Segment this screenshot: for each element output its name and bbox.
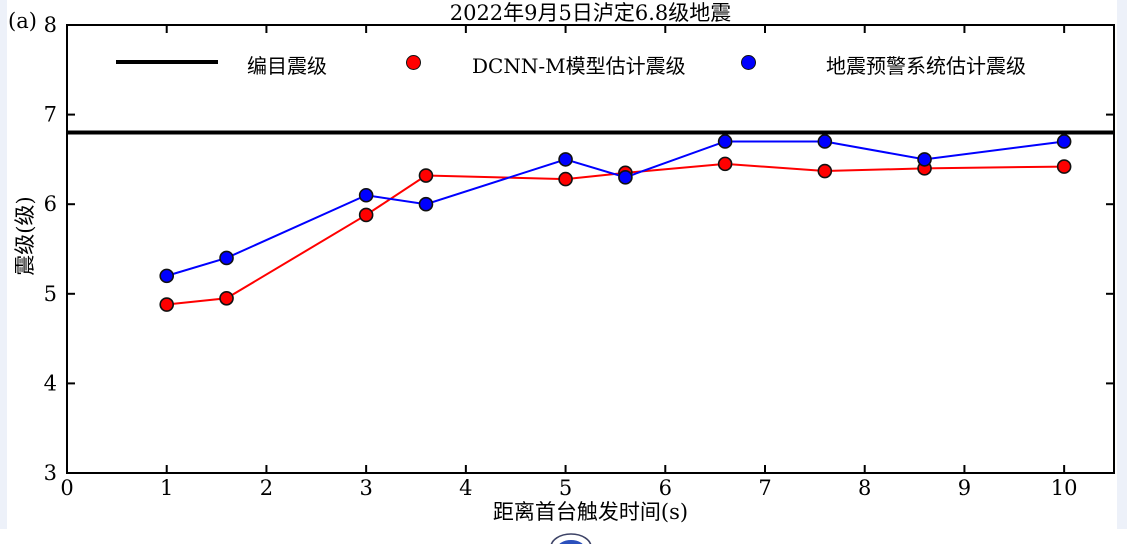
legend-swatch-dcnn-dot — [406, 55, 421, 70]
series-marker-eew — [1056, 134, 1072, 149]
x-tick-label: 8 — [858, 476, 871, 500]
y-tick-label: 3 — [44, 461, 57, 485]
x-tick-label: 10 — [1051, 476, 1078, 500]
series-marker-eew — [917, 152, 932, 167]
series-line-dcnn — [166, 162, 1065, 306]
series-marker-eew — [817, 134, 833, 149]
x-tick-label: 2 — [260, 476, 273, 500]
x-tick-label: 0 — [60, 476, 73, 500]
x-tick-label: 3 — [359, 476, 372, 500]
partial-logo-fill — [559, 540, 583, 544]
x-tick-label: 9 — [958, 476, 971, 500]
series-marker-eew — [618, 170, 633, 185]
y-tick-label: 6 — [44, 192, 57, 216]
y-tick-label: 7 — [44, 103, 57, 127]
partial-logo-ring — [550, 533, 592, 544]
series-marker-dcnn — [717, 156, 733, 172]
series-marker-dcnn — [159, 297, 175, 312]
series-marker-eew — [558, 152, 573, 167]
chart-title: 2022年9月5日泸定6.8级地震 — [449, 1, 732, 25]
series-marker-eew — [717, 134, 733, 149]
legend-swatch-catalog-line — [116, 60, 218, 64]
series-marker-eew — [418, 196, 434, 212]
axes-box — [66, 24, 1115, 474]
page-background-strip-right — [1117, 0, 1127, 529]
y-tick-label: 4 — [44, 371, 57, 395]
x-axis-label: 距离首台触发时间(s) — [492, 500, 689, 524]
series-marker-eew — [159, 268, 175, 284]
series-marker-dcnn — [817, 163, 833, 179]
y-tick-label: 5 — [44, 282, 57, 306]
x-tick-label: 1 — [160, 476, 173, 500]
series-marker-dcnn — [558, 171, 573, 187]
series-marker-eew — [358, 187, 374, 203]
series-marker-dcnn — [418, 168, 434, 183]
x-tick-label: 5 — [559, 476, 572, 500]
x-tick-label: 7 — [758, 476, 771, 500]
legend-label-dcnn: DCNN-M模型估计震级 — [472, 54, 686, 78]
y-tick-label: 8 — [44, 13, 57, 37]
legend-swatch-eew-dot — [741, 55, 756, 70]
x-tick-label: 4 — [459, 476, 472, 500]
series-marker-dcnn — [219, 290, 234, 306]
series-marker-dcnn — [1056, 159, 1072, 174]
series-marker-eew — [219, 250, 234, 266]
legend-label-eew: 地震预警系统估计震级 — [826, 54, 1026, 78]
legend-label-catalog: 编目震级 — [247, 54, 327, 78]
y-axis-label: 震级(级) — [13, 196, 37, 276]
series-line-eew — [166, 140, 1065, 277]
series-marker-dcnn — [358, 207, 374, 223]
x-tick-label: 6 — [659, 476, 672, 500]
page-background-strip-left — [0, 0, 7, 529]
panel-label: (a) — [8, 9, 37, 33]
